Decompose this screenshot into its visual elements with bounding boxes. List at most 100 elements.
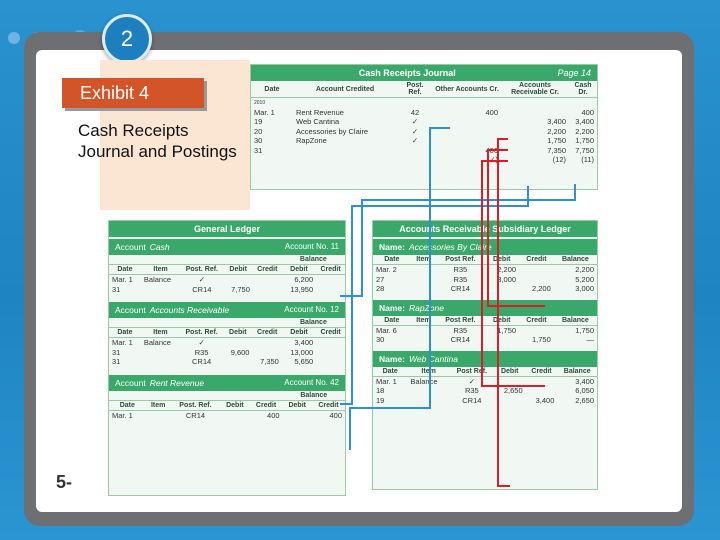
gl-cell: 13,950	[290, 284, 314, 294]
gl-table: Balance Date Item Post. Ref. Debit Credit Debi…	[109, 390, 345, 421]
gl-col-header: Credit	[252, 327, 282, 338]
exhibit-label: Exhibit 4	[62, 78, 204, 108]
ar-col-header: Item	[410, 255, 437, 265]
gl-cell: 31	[112, 347, 121, 357]
crj-cell: Rent Revenue	[296, 107, 344, 117]
gl-cell	[316, 338, 345, 348]
gl-cell: 5,650	[294, 357, 314, 367]
ar-row: 18 R35 2,650 6,050	[373, 386, 597, 396]
ar-cell: —	[586, 335, 595, 345]
crj-row: Mar. 1 Rent Revenue 42 400 400	[251, 108, 597, 118]
ar-cell: CR14	[450, 335, 470, 345]
gl-col-header: Debit	[223, 264, 253, 275]
gl-col-header: Credit	[249, 400, 283, 411]
gl-cell: Balance	[143, 275, 172, 285]
gl-col-header: Credit	[311, 400, 345, 411]
gl-cell	[223, 357, 252, 367]
ar-table: Date Item Post Ref. Debit Credit Balance Mar. …	[373, 255, 597, 294]
ar-account: Name: Web Cantina Date Item Post Ref. Debit Cr…	[373, 350, 597, 406]
gl-col-header: Debit	[282, 400, 312, 411]
gl-cell: Mar. 1	[112, 275, 133, 285]
gl-cell	[316, 275, 345, 285]
ar-table: Date Item Post Ref. Debit Credit Balance Mar. …	[373, 315, 597, 345]
crj-cell	[501, 108, 569, 118]
ar-col-header: Credit	[519, 315, 554, 326]
crj-col-account: Account Credited	[293, 81, 397, 98]
gl-col-header: Item	[140, 327, 181, 338]
ar-account-header: Name: Web Cantina	[373, 350, 597, 367]
gl-col-header: Date	[109, 400, 146, 411]
gl-account-number: Account No. 42	[284, 377, 339, 387]
gl-col-header: Debit	[220, 400, 250, 411]
ar-col-header: Balance	[553, 315, 597, 326]
ar-col-header: Date	[373, 255, 411, 265]
gl-cell: CR14	[185, 410, 206, 420]
gl-cell	[316, 285, 345, 295]
crj-cell: 1,750	[547, 136, 566, 146]
crj-cell: 19	[254, 117, 263, 127]
ar-cell: 18	[376, 386, 385, 396]
ar-cell	[411, 275, 437, 285]
ar-cell	[411, 325, 437, 335]
crj-cell: ✓	[411, 126, 419, 136]
gl-table: Balance Date Item Post. Ref. Debit Credit Debi…	[109, 255, 345, 294]
gl-account: Account Rent Revenue Account No. 42 Balance…	[109, 374, 345, 421]
ar-cell: 1,750	[531, 335, 551, 345]
crj-row: 20 Accessories by Claire ✓ 2,200 2,200	[251, 127, 597, 137]
gl-account-number: Account No. 12	[284, 305, 339, 314]
ar-cell: Mar. 1	[376, 376, 397, 386]
ar-account: Name: RapZone Date Item Post Ref. Debit Credit…	[373, 299, 597, 345]
ar-cell	[411, 265, 437, 275]
ar-col-header: Balance	[553, 255, 597, 265]
ar-account: Name: Accessories By Claire Date Item Post R…	[373, 239, 597, 294]
crj-cell: 400	[485, 107, 498, 117]
crj-cell: 7,350	[547, 145, 566, 155]
crj-cell: 3,400	[575, 117, 594, 127]
gl-cell	[146, 410, 171, 420]
crj-cell	[433, 127, 501, 137]
gl-row: 31 R35 9,600 13,000	[109, 348, 345, 358]
gl-cell	[220, 410, 249, 420]
ar-cell: 1,750	[497, 325, 517, 335]
gl-col-header: Debit	[223, 327, 253, 338]
ar-row: 28 CR14 2,200 3,000	[373, 284, 597, 294]
crj-cell	[433, 136, 501, 146]
gl-row: Mar. 1 Balance ✓ 6,200	[109, 275, 345, 285]
ar-col-header: Debit	[484, 255, 520, 265]
gl-cell: 7,350	[260, 357, 279, 367]
ar-col-header: Debit	[484, 315, 520, 326]
gl-col-header: Credit	[316, 327, 345, 338]
ar-header: Accounts Receivable Subsidiary Ledger	[373, 221, 597, 237]
gl-row: Mar. 1 CR14 400 400	[109, 410, 345, 420]
ar-cell: 19	[376, 395, 385, 405]
ar-cell	[484, 284, 519, 294]
gl-balance-label: Balance	[281, 255, 345, 265]
gl-cell	[252, 338, 281, 348]
ar-col-header: Balance	[557, 366, 597, 377]
gl-cell: CR14	[192, 357, 212, 367]
gl-col-header: Post. Ref.	[170, 400, 221, 411]
ar-account-header: Name: RapZone	[373, 299, 597, 316]
gl-cell: CR14	[192, 284, 212, 294]
ar-cell: 3,400	[575, 376, 594, 386]
crj-cell: Web Cantina	[296, 117, 340, 127]
gl-balance-label: Balance	[281, 318, 345, 328]
ar-cell: 27	[376, 274, 385, 284]
gl-cell: ✓	[198, 338, 205, 348]
gl-cell: Mar. 1	[112, 410, 133, 420]
crj-cell	[433, 117, 501, 127]
gl-col-header: Item	[145, 400, 171, 411]
ar-cell	[526, 386, 558, 396]
ar-col-header: Credit	[519, 255, 554, 265]
ar-cell	[526, 376, 558, 386]
gl-col-header: Post. Ref.	[180, 264, 224, 275]
crj-cell: 400	[581, 107, 594, 117]
ar-cell: 5,200	[575, 274, 594, 284]
ar-col-header: Item	[410, 315, 437, 326]
ar-cell: 2,650	[503, 386, 523, 396]
gl-account-name: Accounts Receivable	[149, 305, 230, 315]
ar-col-header: Date	[373, 366, 408, 377]
gl-account-name: Cash	[149, 242, 170, 252]
gl-col-header: Post. Ref.	[180, 327, 224, 338]
crj-cell: (11)	[581, 155, 594, 165]
